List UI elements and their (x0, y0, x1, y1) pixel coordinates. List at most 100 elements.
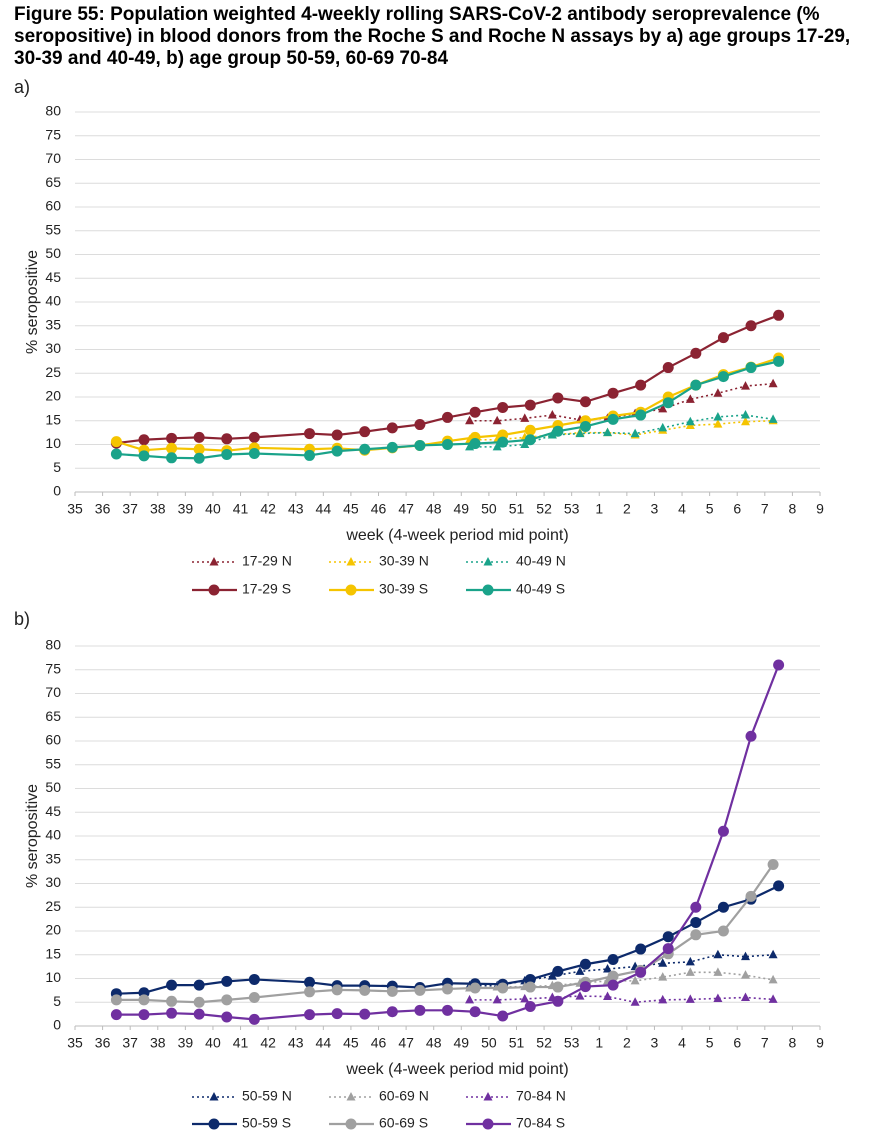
data-point (768, 378, 778, 388)
data-point (717, 371, 729, 383)
data-point (414, 1004, 426, 1016)
x-tick-label: 52 (536, 1035, 552, 1051)
data-point (465, 994, 475, 1004)
x-tick-label: 48 (426, 1035, 442, 1051)
legend-marker (345, 1118, 357, 1130)
legend-marker (209, 1092, 219, 1101)
data-point (166, 995, 178, 1007)
legend-label: 30-39 N (379, 553, 429, 569)
panel-label: b) (14, 609, 30, 629)
series-line (116, 884, 780, 995)
data-point (685, 416, 695, 426)
data-point (547, 430, 557, 439)
data-point (442, 411, 453, 423)
data-point (603, 427, 613, 437)
legend-label: 50-59 S (242, 1115, 291, 1131)
x-tick-label: 2 (623, 1035, 631, 1051)
data-point (469, 1006, 481, 1018)
x-tick-label: 35 (67, 1035, 83, 1051)
x-tick-label: 35 (67, 501, 83, 517)
data-point (607, 954, 619, 965)
data-point (607, 387, 619, 399)
y-tick-label: 0 (53, 483, 61, 499)
data-point (414, 984, 426, 996)
data-point (304, 976, 316, 988)
data-point (690, 916, 702, 928)
data-point (768, 994, 778, 1003)
y-tick-label: 75 (45, 660, 61, 676)
y-tick-label: 60 (45, 198, 61, 214)
data-point (331, 429, 343, 441)
data-point (658, 422, 668, 432)
data-point (713, 388, 723, 397)
data-point (717, 901, 729, 913)
y-tick-label: 50 (45, 245, 61, 261)
data-point (768, 414, 778, 423)
series-line (469, 382, 774, 422)
data-point (520, 413, 530, 422)
data-point (386, 422, 398, 434)
data-point (524, 399, 536, 411)
data-point (603, 964, 613, 973)
y-tick-label: 60 (45, 732, 61, 748)
y-tick-label: 40 (45, 827, 61, 843)
data-point (713, 993, 723, 1002)
data-point (497, 982, 509, 994)
data-point (221, 448, 233, 460)
data-point (386, 441, 398, 453)
data-point (304, 1009, 316, 1021)
data-point (607, 970, 619, 982)
data-point (690, 379, 702, 391)
x-tick-label: 8 (789, 1035, 797, 1051)
data-point (768, 974, 778, 984)
data-point (552, 965, 564, 977)
data-point (773, 659, 785, 671)
y-tick-label: 55 (45, 755, 61, 771)
data-point (138, 994, 150, 1006)
legend-label: 60-69 S (379, 1115, 428, 1131)
data-point (304, 449, 316, 461)
legend-label: 50-59 N (242, 1088, 292, 1104)
data-point (138, 450, 150, 462)
x-tick-label: 4 (678, 1035, 686, 1051)
x-tick-label: 44 (316, 1035, 332, 1051)
x-tick-label: 9 (816, 1035, 824, 1051)
x-tick-label: 45 (343, 501, 359, 517)
x-tick-label: 6 (733, 1035, 741, 1051)
data-point (520, 993, 530, 1003)
x-tick-label: 53 (564, 1035, 580, 1051)
x-tick-label: 5 (706, 501, 714, 517)
y-tick-label: 75 (45, 126, 61, 142)
data-point (193, 431, 205, 443)
y-tick-label: 20 (45, 388, 61, 404)
x-tick-label: 40 (205, 1035, 221, 1051)
data-point (359, 426, 371, 438)
data-point (110, 994, 122, 1006)
data-point (717, 332, 729, 344)
data-point (524, 981, 536, 993)
data-point (465, 441, 475, 451)
legend-label: 30-39 S (379, 581, 428, 597)
legend-label: 17-29 S (242, 581, 291, 597)
x-tick-label: 8 (789, 501, 797, 517)
series-line (116, 314, 780, 445)
y-tick-label: 45 (45, 269, 61, 285)
y-tick-label: 35 (45, 850, 61, 866)
data-point (193, 996, 205, 1008)
data-point (469, 406, 481, 418)
data-point (690, 929, 702, 941)
y-axis-label: % seropositive (24, 784, 41, 888)
data-point (497, 1010, 509, 1022)
x-tick-label: 42 (260, 501, 276, 517)
data-point (579, 981, 591, 993)
y-tick-label: 40 (45, 293, 61, 309)
series-line (469, 414, 774, 448)
data-point (414, 439, 426, 451)
data-point (221, 433, 233, 445)
data-point (492, 415, 502, 425)
data-point (685, 967, 695, 976)
data-point (662, 397, 674, 409)
legend-marker (346, 557, 356, 566)
data-point (547, 971, 557, 980)
